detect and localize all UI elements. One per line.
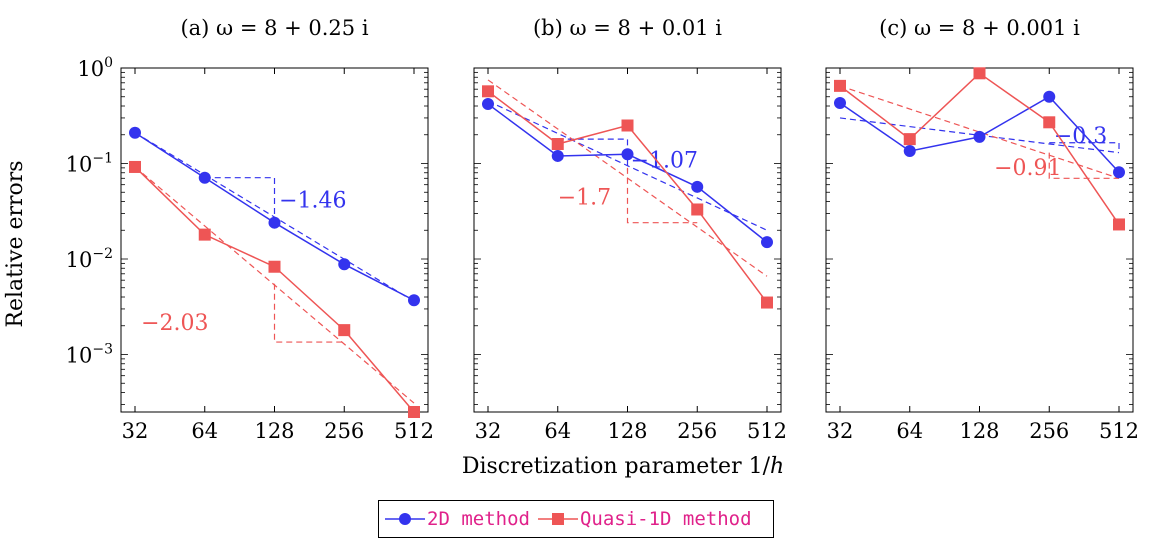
data-point-circle <box>973 130 986 143</box>
data-point-circle <box>198 171 211 184</box>
x-tick-label: 256 <box>677 419 717 443</box>
x-tick-label: 128 <box>959 419 999 443</box>
x-tick-label: 32 <box>122 419 149 443</box>
y-tick-label: 10−2 <box>66 246 113 272</box>
data-point-circle <box>551 149 564 162</box>
x-tick-label: 64 <box>896 419 923 443</box>
legend-swatch-circle <box>385 513 425 525</box>
panel-a: (a) ω = 8 + 0.25 i 32 64 128 256 512 100 10−1 10… <box>66 16 434 443</box>
legend-item-2d: 2D method <box>383 508 530 530</box>
data-point-circle <box>129 126 141 139</box>
data-point-square <box>761 296 773 309</box>
plot-frame <box>120 67 429 413</box>
x-tick-label: 512 <box>747 419 787 443</box>
slope-triangle <box>1049 142 1120 152</box>
x-tick-label: 512 <box>394 419 434 443</box>
data-point-circle <box>1113 166 1125 179</box>
legend-swatch-square <box>537 513 578 525</box>
slope-triangle <box>1048 152 1119 179</box>
x-tick-label: 128 <box>607 419 647 443</box>
legend-label-2d: 2D method <box>427 508 530 530</box>
data-point-circle <box>903 145 916 158</box>
y-tick-label: 10−1 <box>66 151 113 177</box>
panel-b: (b) ω = 8 + 0.01 i32 64 128 256 512−1.07−1.7 <box>473 16 787 443</box>
data-point-square <box>903 133 916 146</box>
y-axis-label: Relative errors <box>3 160 28 327</box>
data-point-square <box>1113 218 1125 231</box>
data-point-square <box>551 138 564 151</box>
slope-triangle <box>626 167 698 224</box>
slope-triangle <box>204 177 276 220</box>
data-point-circle <box>834 97 846 110</box>
slope-label: −1.46 <box>279 188 346 213</box>
panel-title: (a) ω = 8 + 0.25 i <box>180 16 368 40</box>
data-point-square <box>482 85 494 98</box>
data-point-square <box>834 79 846 92</box>
panel-title: (b) ω = 8 + 0.01 i <box>533 16 722 40</box>
slope-label: −0.91 <box>994 156 1061 181</box>
x-tick-label: 256 <box>1029 419 1069 443</box>
data-point-circle <box>408 294 420 307</box>
data-point-square <box>268 260 281 273</box>
data-point-square <box>691 203 704 216</box>
y-tick-label: 100 <box>77 55 113 81</box>
slope-label: −1.7 <box>558 186 611 211</box>
data-point-square <box>408 406 420 418</box>
x-tick-label: 64 <box>544 419 571 443</box>
legend-label-quasi: Quasi-1D method <box>579 508 752 530</box>
x-tick-label: 64 <box>191 419 218 443</box>
plot-frame <box>825 67 1134 413</box>
data-point-square <box>198 228 211 241</box>
data-point-circle <box>268 216 281 229</box>
data-point-circle <box>338 258 351 271</box>
slope-label: −0.3 <box>1054 124 1107 149</box>
panel-title: (c) ω = 8 + 0.001 i <box>879 16 1080 40</box>
fit-line <box>839 85 1120 179</box>
legend: 2D method Quasi-1D method <box>378 500 774 538</box>
slope-triangle <box>273 283 345 343</box>
data-point-circle <box>621 148 634 161</box>
x-axis-label: Discretization parameter 1/h <box>462 454 784 479</box>
data-point-square <box>973 67 986 80</box>
data-point-square <box>1043 116 1056 129</box>
x-tick-label: 512 <box>1099 419 1139 443</box>
data-point-square <box>338 324 351 337</box>
data-point-circle <box>1043 90 1056 103</box>
data-point-circle <box>482 97 494 110</box>
x-tick-label: 32 <box>475 419 502 443</box>
series-line <box>839 72 1120 225</box>
fit-line <box>487 100 768 231</box>
slope-label: −2.03 <box>141 311 208 336</box>
y-tick-label: 10−3 <box>66 342 113 368</box>
data-point-circle <box>691 180 704 193</box>
data-point-square <box>129 160 141 173</box>
data-point-square <box>621 119 634 132</box>
panel-c: (c) ω = 8 + 0.001 i 32 64 128 256 512 −0.3 −0.9… <box>825 16 1139 443</box>
x-tick-label: 256 <box>324 419 364 443</box>
data-point-circle <box>761 236 773 249</box>
x-tick-label: 32 <box>827 419 854 443</box>
x-tick-label: 128 <box>254 419 294 443</box>
legend-item-quasi: Quasi-1D method <box>536 508 752 530</box>
